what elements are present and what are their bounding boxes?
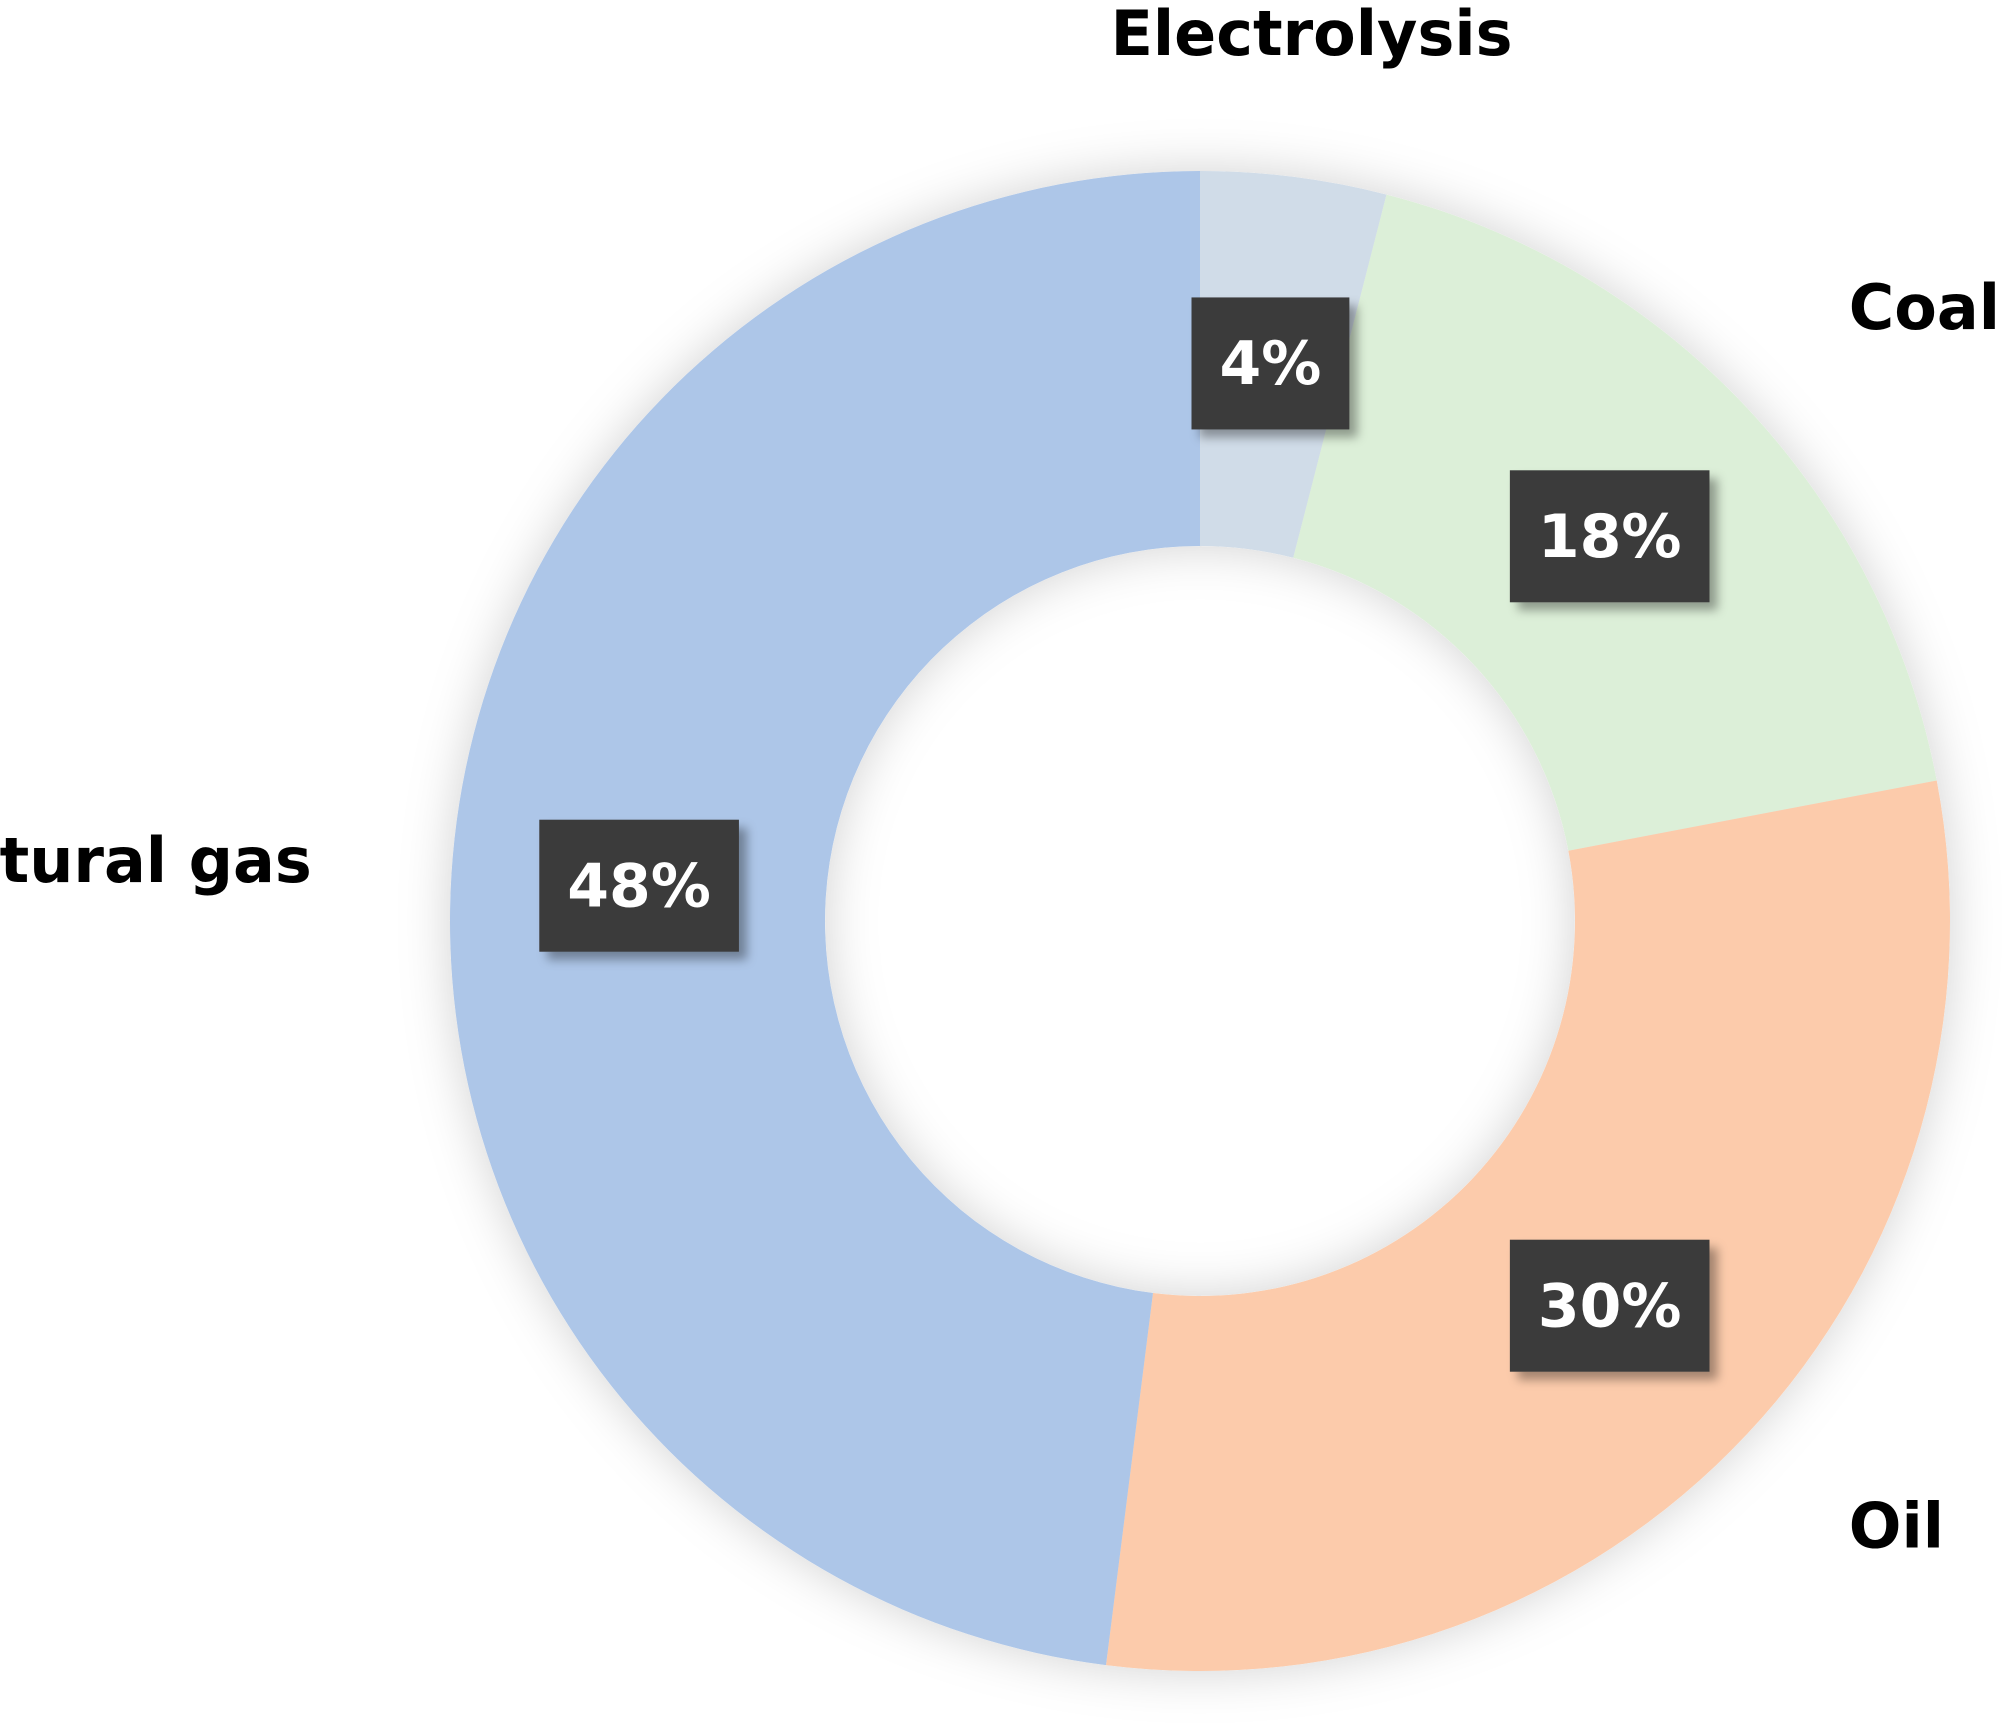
data-label: 48% <box>539 819 739 952</box>
category-label: Natural gas <box>0 824 312 897</box>
data-label-box <box>1509 470 1710 603</box>
donut-slice <box>449 170 1201 1666</box>
category-label: Electrolysis <box>1111 0 1513 70</box>
donut <box>449 170 1950 1672</box>
data-label: 4% <box>1191 297 1350 430</box>
category-label: Oil <box>1849 1489 1944 1562</box>
donut-slice <box>1106 780 1950 1672</box>
data-label-box <box>1509 1239 1710 1372</box>
data-label-box <box>539 819 739 952</box>
data-label: 30% <box>1509 1239 1710 1372</box>
labels: Electrolysis 4% Coal 18% Oil 30% Natural gas 48… <box>0 0 2000 1562</box>
data-label-text: 4% <box>1219 329 1321 399</box>
category-label: Coal <box>1849 271 2000 344</box>
data-label-box <box>1191 297 1350 430</box>
data-label-text: 48% <box>567 851 711 921</box>
data-label-text: 18% <box>1538 502 1682 572</box>
data-label: 18% <box>1509 470 1710 603</box>
data-label-text: 30% <box>1538 1271 1682 1341</box>
